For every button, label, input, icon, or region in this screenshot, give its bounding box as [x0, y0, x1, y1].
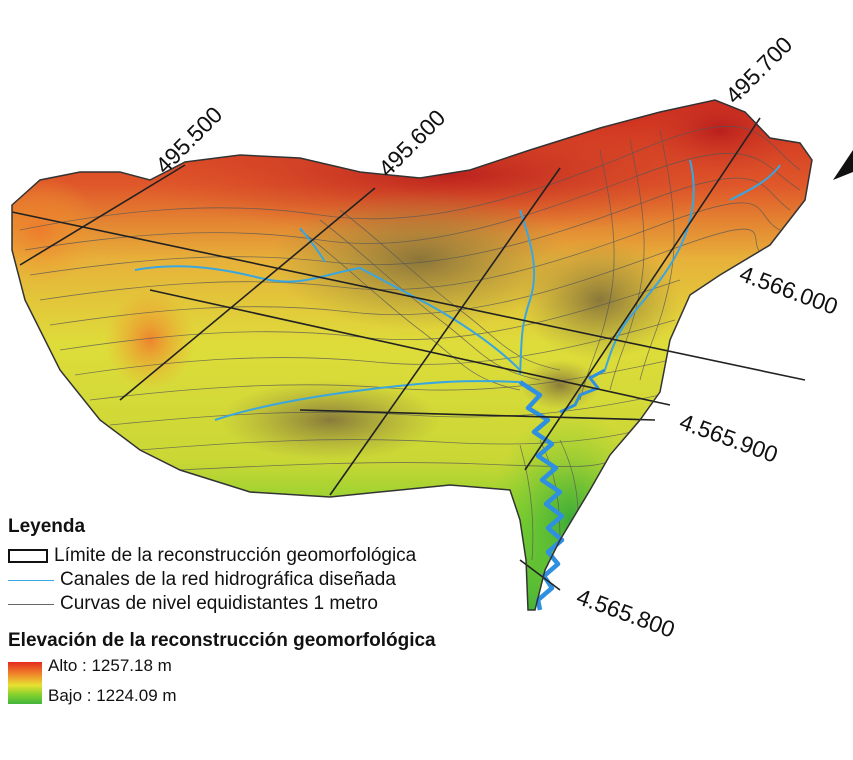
- color-ramp: [8, 662, 42, 704]
- elevation-ramp: Alto : 1257.18 m Bajo : 1224.09 m: [8, 656, 708, 708]
- easting-label-3: 495.700: [720, 31, 797, 108]
- hydro-channels: [134, 159, 781, 421]
- utm-grid: [11, 117, 806, 591]
- legend: Leyenda Límite de la reconstrucción geom…: [8, 516, 708, 708]
- legend-title: Leyenda: [8, 516, 86, 537]
- elevation-map: 495.500 495.600 495.700 4.566.000 4.565.…: [11, 31, 853, 640]
- boundary-swatch: [8, 549, 48, 563]
- elevation-high-label: Alto : 1257.18 m: [48, 656, 172, 675]
- main-channel-upper: [559, 368, 606, 414]
- legend-item-boundary: Límite de la reconstrucción geomorfológi…: [8, 544, 708, 568]
- legend-item-channels: Canales de la red hidrográfica diseñada: [8, 568, 708, 592]
- legend-item-label: Límite de la reconstrucción geomorfológi…: [54, 545, 417, 566]
- legend-item-contours: Curvas de nivel equidistantes 1 metro: [8, 592, 708, 616]
- northing-label-1: 4.566.000: [736, 260, 841, 319]
- legend-item-label: Curvas de nivel equidistantes 1 metro: [60, 593, 378, 614]
- north-arrow-icon: [833, 150, 853, 180]
- contour-swatch: [8, 603, 54, 605]
- easting-label-2: 495.600: [373, 104, 450, 181]
- northing-label-2: 4.565.900: [676, 408, 781, 467]
- reconstruction-boundary: [11, 99, 813, 611]
- elevation-low-label: Bajo : 1224.09 m: [48, 686, 177, 705]
- legend-item-label: Canales de la red hidrográfica diseñada: [60, 569, 396, 590]
- channel-swatch: [8, 579, 54, 581]
- elevation-title: Elevación de la reconstrucción geomorfol…: [8, 630, 436, 651]
- main-channel: [518, 380, 565, 611]
